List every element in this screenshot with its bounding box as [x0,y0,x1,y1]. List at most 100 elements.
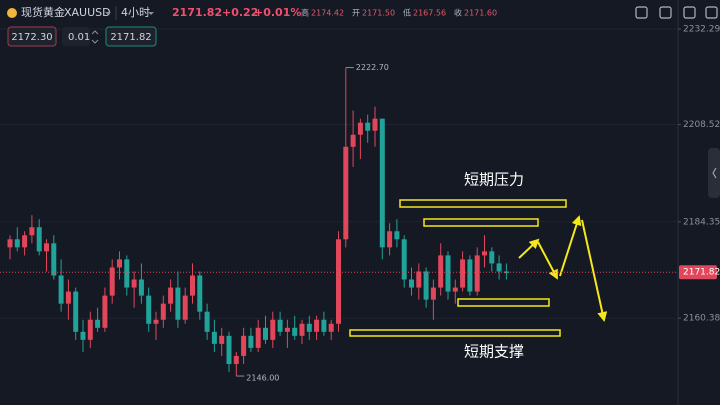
change: +0.22 [222,6,258,19]
candle-body [299,323,305,336]
quantity[interactable]: 0.01 [68,32,90,43]
candle-body [109,267,115,296]
candle-body [233,355,239,364]
candle-body [489,251,495,264]
candle-body [58,275,64,304]
y-tick-label: 2232.29 [683,24,720,34]
candle-body [409,279,414,288]
buy-price[interactable]: 2171.82 [110,32,151,43]
candle-body [474,255,480,292]
candle-body [95,319,101,328]
ticker[interactable]: XAUUSD [64,6,111,19]
candle-body [22,235,28,248]
candle-body [36,227,42,252]
candle-body [416,271,422,288]
candle-body [438,255,444,288]
candle-body [430,287,436,300]
candle-body [44,243,49,252]
candle-body [336,239,341,324]
candle-body [343,146,349,240]
scroll-icon[interactable] [712,167,717,179]
y-tick-label: 2184.35 [683,217,720,227]
ohlc-label: 低 [403,8,411,18]
ohlc-value: 2171.60 [464,9,497,18]
annotation: 短期压力 [464,171,524,189]
candle-body [292,327,298,336]
candle-body [211,331,217,344]
candle-body [467,259,473,292]
candle-body [306,323,312,332]
support-box [457,298,550,307]
candle-body [241,335,247,356]
ohlc-label: 开 [352,9,360,18]
candle-body [401,239,407,280]
candle-body [350,134,356,147]
candle-body [138,279,144,296]
last-price-label: 2171.82 [683,268,720,278]
icon[interactable] [705,6,718,19]
candle-body [277,319,283,332]
candle-body [226,335,232,364]
sell-button[interactable] [7,26,57,47]
drawings [349,199,608,337]
candle-body [80,331,86,340]
candle-body [73,291,79,332]
arrow [518,238,540,259]
candle-body [255,327,261,348]
symbol-name[interactable]: 现货黄金 [21,5,65,19]
support-box [349,329,561,337]
candle-body [146,295,152,324]
candle-body [365,122,371,131]
candle-body [65,291,71,304]
candle-body [153,319,159,324]
candle-body [496,263,502,272]
resistance-box [423,218,539,227]
candle-body [248,335,254,348]
scroll-handle[interactable] [708,148,720,198]
candle-body [263,327,268,340]
candle-body [51,243,57,276]
candle-body [357,122,363,135]
sell-price[interactable]: 2172.30 [11,32,52,43]
icon[interactable] [683,6,696,19]
dropdown-icon[interactable] [105,12,111,15]
candle-body [219,335,225,344]
symbol-icon [7,8,17,18]
spinner[interactable] [91,30,99,44]
low-marker-label: 2146.00 [246,374,279,383]
y-tick-label: 2208.52 [683,120,720,130]
arrow [559,215,582,277]
quantity-input[interactable] [62,27,90,46]
dropdown-icon[interactable] [148,12,154,15]
candle-body [14,239,20,248]
annotation: 短期支撑 [464,343,524,361]
interval[interactable]: 4小时 [121,6,150,19]
candle-body [197,275,203,312]
change-pct: +0.01% [254,6,301,19]
candle-body [423,271,429,300]
candle-body [87,319,93,340]
resistance-box [399,199,567,208]
candle-body [284,327,290,332]
toolbar-icons [635,6,718,19]
icon[interactable] [635,6,648,19]
candle-body [29,227,35,236]
candle-body [328,323,334,332]
y-tick-label: 2160.38 [683,314,720,324]
icon[interactable] [659,6,672,19]
buy-button[interactable] [105,26,157,47]
candle-body [204,311,210,332]
arrow [537,241,558,280]
ohlc-value: 2167.56 [413,9,446,18]
ohlc-value: 2174.42 [311,9,344,18]
candle-body [394,231,400,240]
candle-body [182,295,188,320]
candle-body [131,279,137,288]
candle-body [482,251,487,256]
candle-body [168,287,174,304]
candle-body [503,271,509,274]
candle-body [452,287,458,292]
